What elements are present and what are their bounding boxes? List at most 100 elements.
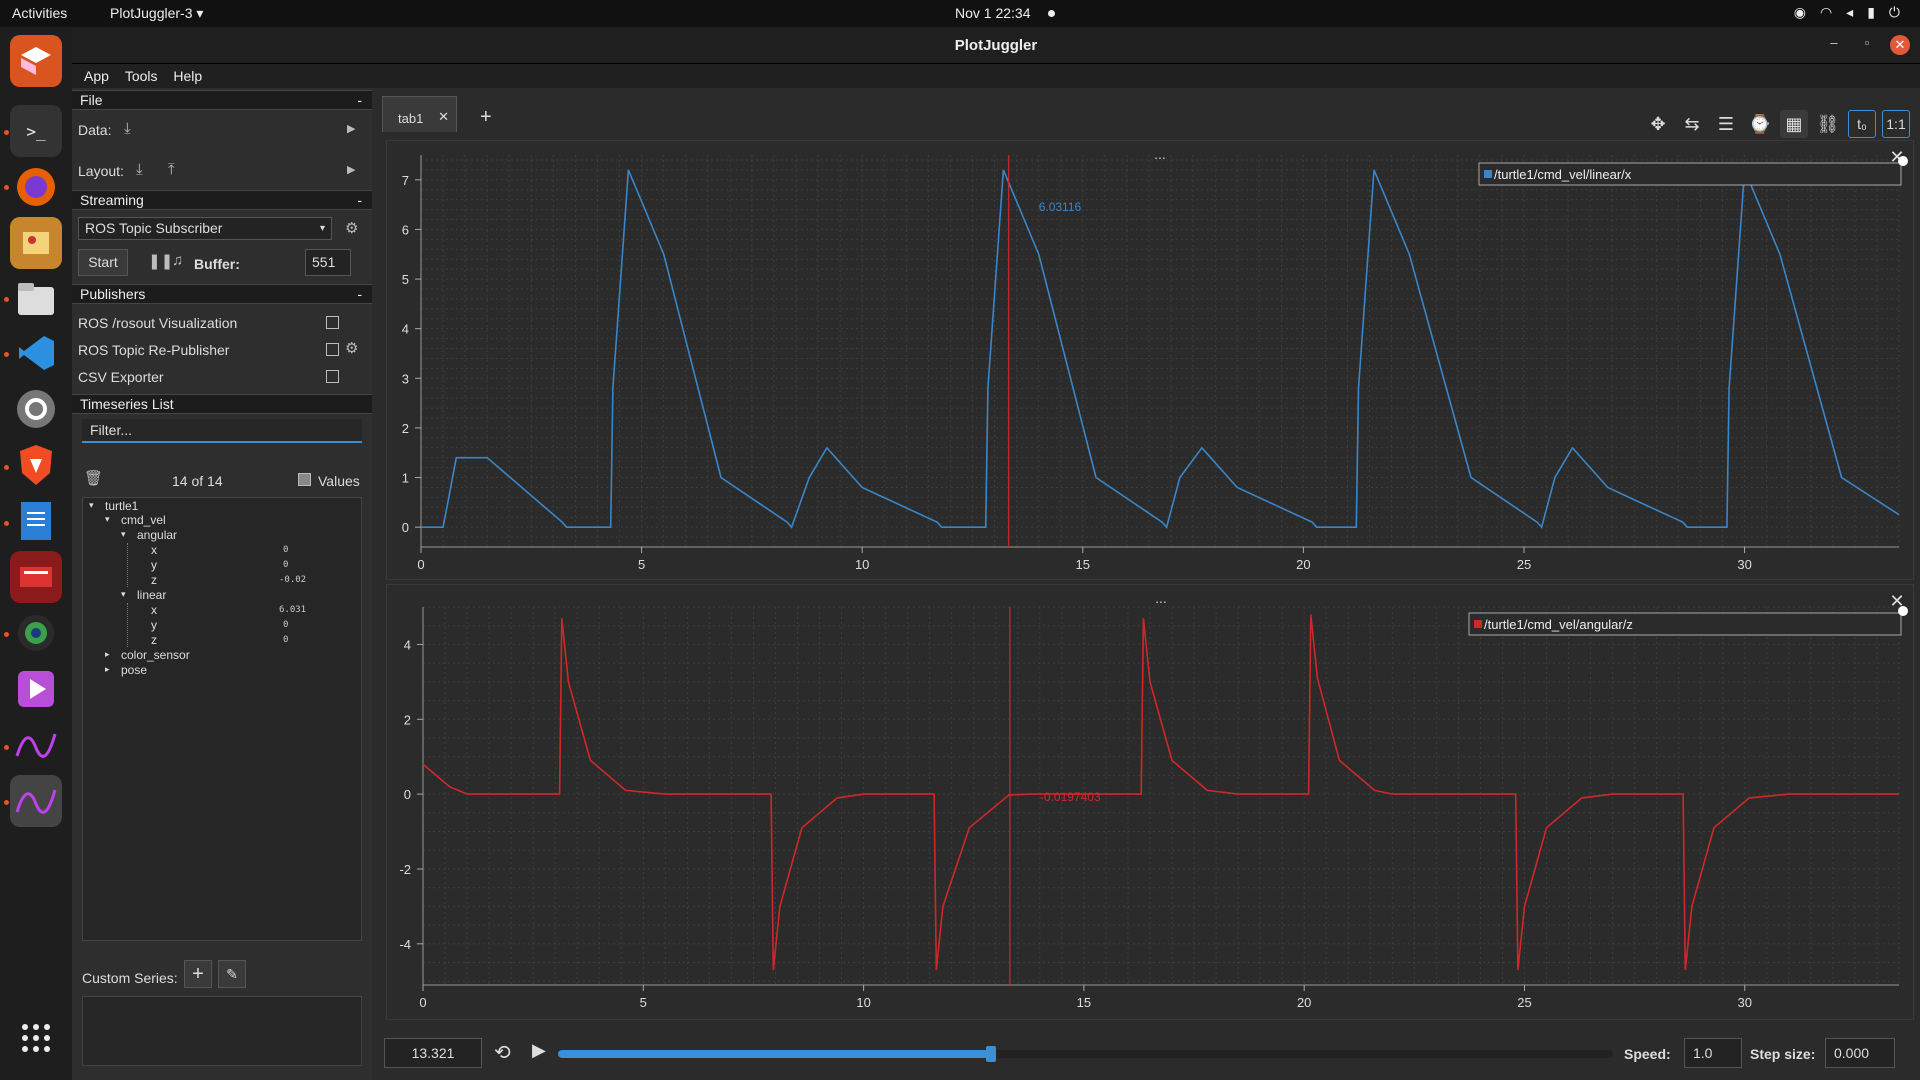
- plot-linear-x[interactable]: 0 5 10 15 20 25 30 0 1 2 3 4 5 6 7 6.03116... ✕/turtle1/…: [386, 140, 1914, 580]
- streaming-section-header[interactable]: Streaming -: [72, 190, 372, 210]
- image-viewer-icon[interactable]: [10, 217, 62, 269]
- activities-button[interactable]: Activities: [12, 5, 68, 21]
- time-reference-icon[interactable]: ⌚: [1748, 113, 1772, 134]
- layout-expand-icon[interactable]: ▶: [347, 164, 356, 176]
- minimize-icon[interactable]: –: [1830, 35, 1838, 50]
- camera-icon[interactable]: [10, 607, 62, 659]
- timeseries-filter-input[interactable]: Filter...: [82, 419, 362, 443]
- pan-icon[interactable]: ✥: [1650, 113, 1666, 134]
- plotjuggler-active-icon[interactable]: [10, 775, 62, 827]
- edit-custom-series-icon[interactable]: ✎: [218, 960, 246, 988]
- loop-icon[interactable]: ⟲: [494, 1042, 511, 1064]
- writer-icon[interactable]: [10, 495, 62, 547]
- x-tick-label: 5: [638, 557, 645, 572]
- menu-app[interactable]: App: [84, 68, 109, 84]
- start-streaming-button[interactable]: Start: [78, 249, 128, 276]
- data-expand-icon[interactable]: ▶: [347, 123, 356, 135]
- legend-icon[interactable]: ☰: [1717, 113, 1735, 134]
- show-applications-icon[interactable]: [10, 1012, 62, 1064]
- step-size-spinbox[interactable]: 0.000: [1825, 1038, 1895, 1068]
- tracker-value: -0.0197403: [1040, 790, 1101, 804]
- ratio-icon[interactable]: 1:1: [1882, 110, 1910, 138]
- split-plot-icon[interactable]: ⇆: [1684, 113, 1700, 134]
- tab-tab1[interactable]: tab1 ✕: [382, 96, 457, 132]
- timeseries-tree[interactable]: ▾ turtle1 ▾ cmd_vel ▾ angular x 0 y 0 z …: [82, 497, 362, 941]
- save-layout-icon[interactable]: ⤒: [168, 161, 175, 178]
- expand-color-sensor-icon[interactable]: ▸: [105, 649, 110, 659]
- tree-item-angular-y[interactable]: y: [151, 558, 157, 572]
- streaming-settings-gear-icon[interactable]: ⚙: [345, 220, 359, 237]
- custom-series-list[interactable]: [82, 996, 362, 1066]
- settings-icon[interactable]: [10, 383, 62, 435]
- ubuntu-software-icon[interactable]: [10, 35, 62, 87]
- streaming-source-select[interactable]: ROS Topic Subscriber ▾: [78, 217, 332, 240]
- expand-linear-icon[interactable]: ▾: [121, 589, 126, 599]
- firefox-icon[interactable]: [10, 161, 62, 213]
- brave-icon[interactable]: [10, 439, 62, 491]
- play-icon[interactable]: ▶: [532, 1040, 546, 1060]
- clock[interactable]: Nov 1 22:34: [955, 5, 1031, 21]
- load-data-icon[interactable]: ⤓: [124, 120, 131, 137]
- menu-tools[interactable]: Tools: [124, 68, 158, 84]
- time-slider-handle[interactable]: [985, 1046, 996, 1062]
- tree-item-linear-x[interactable]: x: [151, 603, 157, 617]
- files-icon[interactable]: [10, 273, 62, 325]
- close-tab-icon[interactable]: ✕: [438, 109, 449, 124]
- add-tab-icon[interactable]: +: [480, 106, 492, 128]
- add-custom-series-button[interactable]: +: [184, 960, 212, 988]
- network-icon[interactable]: ◉: [1793, 4, 1806, 20]
- tree-item-angular-x[interactable]: x: [151, 543, 157, 557]
- main-area: tab1 ✕ + ✥ ⇆ ☰ ⌚ ▦ ⛓ t₀ 1:1 0 5 10 15 20 25 30 0…: [372, 88, 1920, 1080]
- close-plot-icon[interactable]: ✕: [1889, 591, 1904, 611]
- file-section-header[interactable]: File -: [72, 90, 372, 110]
- trash-icon[interactable]: 🗑: [84, 470, 104, 487]
- y-tick-label: 0: [402, 520, 409, 535]
- tree-item-cmd-vel[interactable]: cmd_vel: [121, 513, 166, 527]
- values-checkbox[interactable]: [298, 473, 311, 486]
- tree-item-linear[interactable]: linear: [137, 588, 167, 602]
- tree-item-angular-z[interactable]: z: [151, 573, 157, 587]
- tree-item-linear-y[interactable]: y: [151, 618, 157, 632]
- pause-icon[interactable]: ❚❚: [148, 253, 174, 270]
- playback-bar: 13.321 ⟲ ▶ Speed: 1.0 Step size: 0.000: [372, 1028, 1920, 1080]
- tree-item-color-sensor[interactable]: color_sensor: [121, 648, 190, 662]
- publisher-rosout-checkbox[interactable]: [326, 316, 339, 329]
- system-tray[interactable]: ◉ ◠ ◂ ▮ ⏻: [1794, 4, 1900, 21]
- tree-item-pose[interactable]: pose: [121, 663, 148, 677]
- plot-angular-z[interactable]: 0 5 10 15 20 25 30 -4 -2 0 2 4 -0.0197403... ✕ /turtle…: [386, 584, 1914, 1020]
- power-icon[interactable]: ⏻: [1888, 4, 1900, 20]
- expand-turtle1-icon[interactable]: ▾: [89, 500, 94, 510]
- publishers-section-header[interactable]: Publishers -: [72, 284, 372, 304]
- wifi-icon[interactable]: ◠: [1819, 4, 1833, 20]
- plotjuggler-icon[interactable]: [10, 719, 62, 771]
- vscode-icon[interactable]: [10, 327, 62, 379]
- speed-spinbox[interactable]: 1.0: [1684, 1038, 1742, 1068]
- time-offset-icon[interactable]: t₀: [1848, 110, 1876, 138]
- time-slider[interactable]: [558, 1046, 1613, 1062]
- expand-angular-icon[interactable]: ▾: [121, 529, 126, 539]
- republisher-settings-gear-icon[interactable]: ⚙: [345, 340, 359, 357]
- publisher-csv-checkbox[interactable]: [326, 370, 339, 383]
- battery-icon[interactable]: ▮: [1867, 4, 1875, 20]
- tree-item-turtle1[interactable]: turtle1: [105, 499, 139, 513]
- legend-swatch: [1474, 620, 1482, 628]
- buffer-spinbox[interactable]: 551: [305, 249, 351, 276]
- tree-item-angular[interactable]: angular: [137, 528, 178, 542]
- media-player-icon[interactable]: [10, 663, 62, 715]
- tree-item-linear-z[interactable]: z: [151, 633, 157, 647]
- link-icon[interactable]: ⛓: [1816, 113, 1840, 134]
- app-menu-button[interactable]: PlotJuggler-3 ▾: [110, 5, 204, 21]
- screen-recorder-icon[interactable]: [10, 551, 62, 603]
- load-layout-icon[interactable]: ⤓: [136, 161, 143, 178]
- current-time-field[interactable]: 13.321: [384, 1038, 482, 1068]
- maximize-icon[interactable]: ▫: [1864, 35, 1870, 50]
- bell-icon[interactable]: ♫: [172, 252, 184, 269]
- terminal-icon[interactable]: >_: [10, 105, 62, 157]
- menu-help[interactable]: Help: [173, 68, 203, 84]
- volume-icon[interactable]: ◂: [1846, 4, 1854, 20]
- close-window-icon[interactable]: ✕: [1890, 35, 1910, 55]
- publisher-republisher-checkbox[interactable]: [326, 343, 339, 356]
- expand-pose-icon[interactable]: ▸: [105, 664, 110, 674]
- grid-icon[interactable]: ▦: [1780, 110, 1808, 138]
- expand-cmd-vel-icon[interactable]: ▾: [105, 514, 110, 524]
